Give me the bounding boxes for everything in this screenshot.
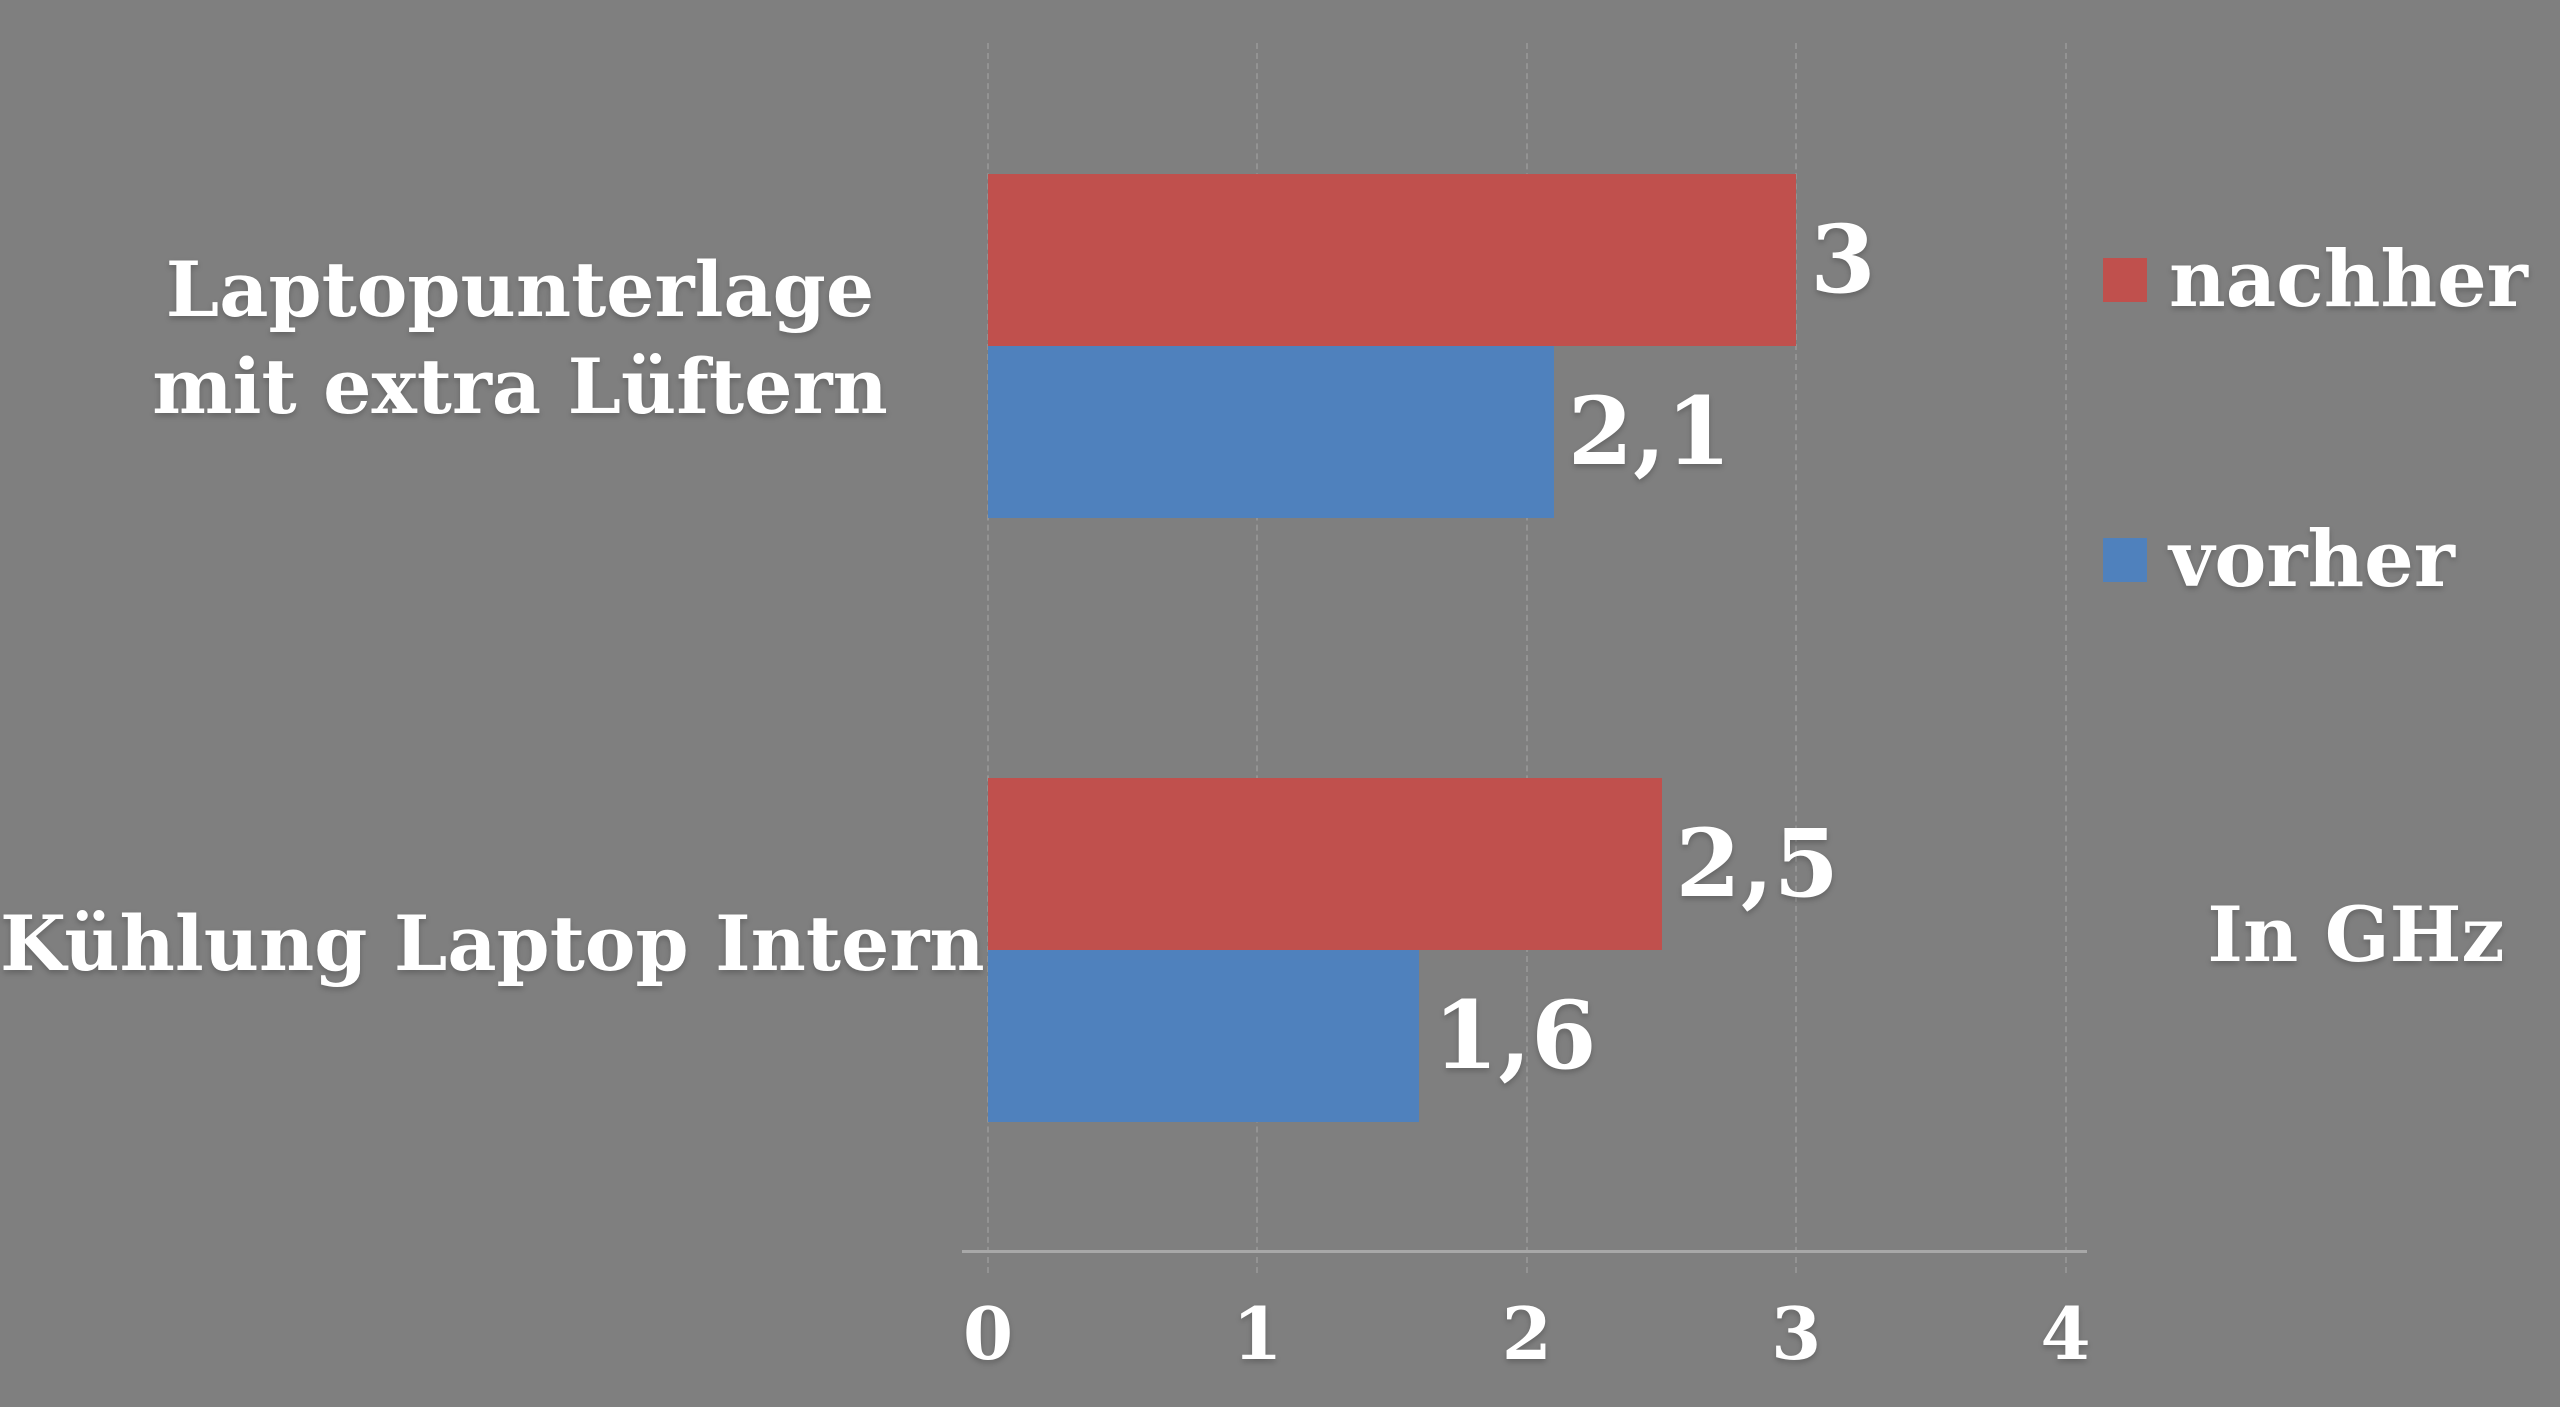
gridline-0 [987, 43, 989, 1273]
axis-title: In GHz [2207, 890, 2505, 979]
x-tick-label-2: 2 [1501, 1291, 1552, 1376]
value-label-nachher-category-1: 2,5 [1675, 809, 1840, 919]
value-label-nachher-category-0: 3 [1810, 205, 1876, 315]
bar-vorher-category-0 [988, 346, 1554, 518]
gridline-4 [2064, 43, 2067, 1273]
x-tick-label-4: 4 [2040, 1291, 2091, 1376]
legend-swatch-nachher [2103, 258, 2147, 302]
category-label-laptopunterlage: Laptopunterlage mit extra Lüftern [152, 245, 888, 431]
gridline-2 [1525, 43, 1528, 1273]
x-tick-label-3: 3 [1771, 1291, 1822, 1376]
category-label-kuehlung: Kühlung Laptop Intern [0, 899, 985, 988]
legend-label-vorher: vorher [2169, 514, 2455, 605]
value-label-vorher-category-1: 1,6 [1433, 981, 1597, 1091]
gridline-3 [1795, 43, 1798, 1273]
bar-nachher-category-0 [988, 174, 1797, 346]
bar-nachher-category-1 [988, 778, 1662, 950]
bar-vorher-category-1 [988, 950, 1420, 1122]
x-axis-line [962, 1250, 2087, 1253]
legend-item-nachher: nachher [2103, 235, 2528, 325]
x-tick-label-1: 1 [1232, 1291, 1283, 1376]
legend-item-vorher: vorher [2103, 515, 2455, 605]
legend-label-nachher: nachher [2169, 234, 2528, 325]
value-label-vorher-category-0: 2,1 [1567, 377, 1732, 487]
gridline-1 [1256, 43, 1259, 1273]
x-tick-label-0: 0 [962, 1291, 1014, 1376]
legend-swatch-vorher [2103, 538, 2147, 582]
